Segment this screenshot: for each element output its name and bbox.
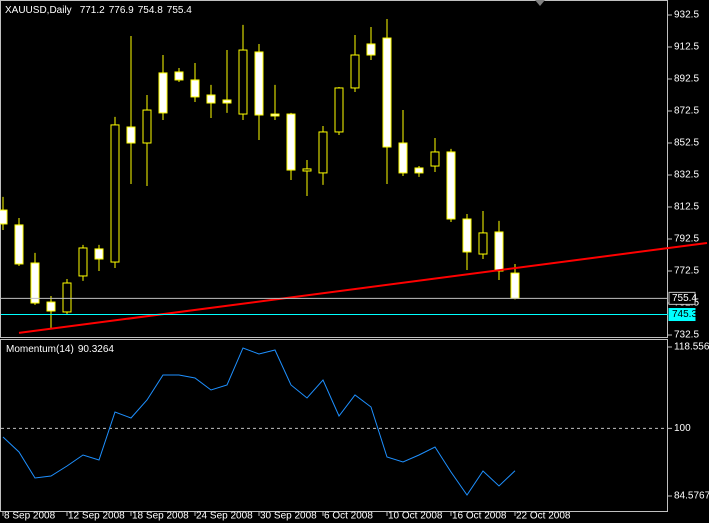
candle-body <box>46 301 56 312</box>
indicator-name: Momentum(14) <box>6 344 74 355</box>
x-tick-label: 16 Oct 2008 <box>452 511 507 522</box>
candle-body <box>446 151 456 220</box>
candle-body <box>430 151 440 167</box>
candle-body <box>462 218 472 253</box>
y-tick-label: 100 <box>674 423 691 434</box>
candle-body <box>158 72 168 114</box>
y-tick-label: 892.5 <box>674 74 699 85</box>
y-tick-label: 832.5 <box>674 170 699 181</box>
indicator-last-value: 90.3264 <box>78 344 115 355</box>
indicator-title: Momentum(14) 90.3264 <box>6 344 114 355</box>
candle-body <box>110 124 120 263</box>
candle-body <box>510 272 520 299</box>
candle-body <box>414 167 424 174</box>
momentum-line <box>2 347 516 496</box>
candle-body <box>0 209 8 225</box>
y-tick-label: 932.5 <box>674 10 699 21</box>
last-high: 776.9 <box>109 5 134 16</box>
y-tick-label: 732.5 <box>674 330 699 341</box>
candle-body <box>14 224 24 265</box>
trendline <box>18 242 708 334</box>
x-tick-label: 30 Sep 2008 <box>260 511 317 522</box>
price-label-box <box>668 291 696 305</box>
candle-body <box>238 49 248 115</box>
candle-body <box>78 247 88 277</box>
y-tick-label: 792.5 <box>674 234 699 245</box>
candle-body <box>222 99 232 104</box>
x-tick-label: 12 Sep 2008 <box>68 511 125 522</box>
main-panel-frame <box>0 0 668 338</box>
candle-body <box>302 168 312 172</box>
x-tick-label: 10 Oct 2008 <box>388 511 443 522</box>
candle-body <box>30 262 40 304</box>
candle-body <box>126 126 136 144</box>
x-tick-label: 22 Oct 2008 <box>516 511 571 522</box>
x-tick-label: 6 Oct 2008 <box>324 511 373 522</box>
y-tick-label: 84.5767 <box>674 491 709 502</box>
candle-body <box>398 142 408 174</box>
candle-body <box>350 54 360 89</box>
candle-body <box>142 109 152 144</box>
candle-body <box>366 43 376 56</box>
candle-body <box>334 87 344 133</box>
chart-title: XAUUSD,Daily 771.2 776.9 754.8 755.4 <box>5 5 192 16</box>
candle-body <box>382 37 392 148</box>
y-tick-label: 872.5 <box>674 106 699 117</box>
candle-body <box>286 113 296 171</box>
candle-body <box>174 71 184 81</box>
price-label-box <box>668 308 696 322</box>
shift-marker <box>535 0 545 6</box>
y-tick-label: 852.5 <box>674 138 699 149</box>
candle-body <box>254 51 264 116</box>
y-tick-label: 812.5 <box>674 202 699 213</box>
candle-body <box>270 113 280 117</box>
candle-body <box>190 79 200 98</box>
indicator-panel-frame <box>0 339 668 512</box>
last-close: 755.4 <box>167 5 192 16</box>
candle-body <box>62 282 72 313</box>
candle-body <box>494 231 504 272</box>
x-tick-label: 8 Sep 2008 <box>4 511 56 522</box>
candle-body <box>206 94 216 104</box>
candle-body <box>478 232 488 255</box>
y-tick-label: 118.5565 <box>674 342 709 353</box>
price-label: 745.3 <box>672 309 697 320</box>
symbol: XAUUSD,Daily <box>5 5 72 16</box>
candle-body <box>94 248 104 260</box>
price-label: 755.4 <box>672 293 697 304</box>
x-tick-label: 18 Sep 2008 <box>132 511 189 522</box>
last-low: 754.8 <box>138 5 163 16</box>
last-open: 771.2 <box>80 5 105 16</box>
x-tick-label: 24 Sep 2008 <box>196 511 253 522</box>
candle-body <box>318 131 328 174</box>
y-tick-label: 772.5 <box>674 266 699 277</box>
y-tick-label: 912.5 <box>674 42 699 53</box>
